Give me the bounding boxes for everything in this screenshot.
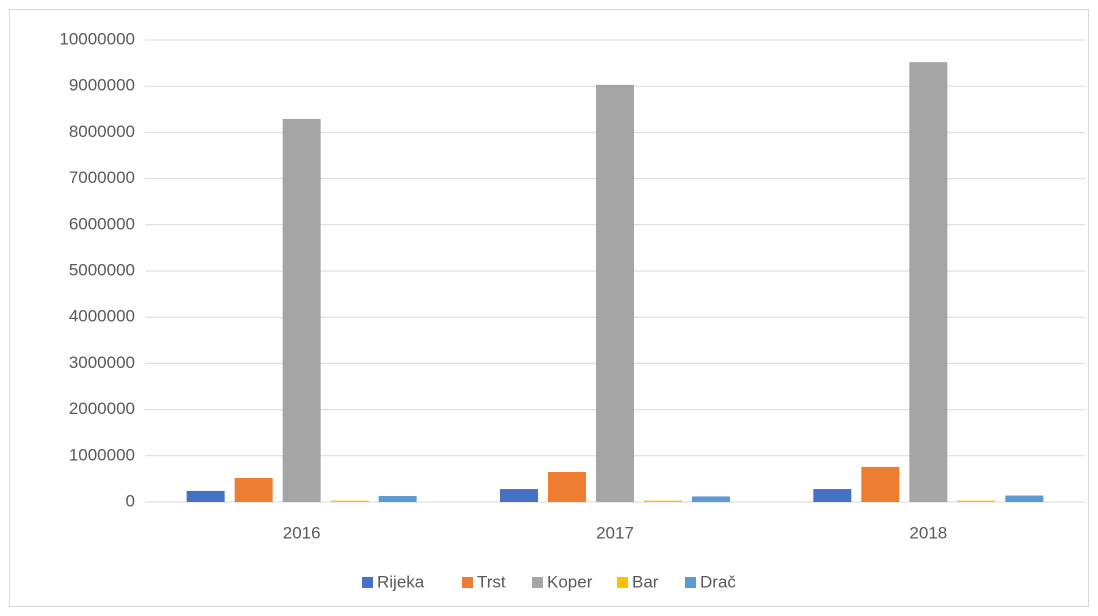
bar [692,496,730,502]
y-tick-label: 10000000 [59,29,135,48]
bar [282,119,321,502]
y-tick-label: 3000000 [69,353,135,372]
x-tick-label: 2016 [283,523,321,542]
x-tick-label: 2017 [596,523,634,542]
y-tick-label: 6000000 [69,214,135,233]
bar [596,84,634,503]
legend-label: Rijeka [377,572,425,591]
y-tick-label: 2000000 [69,399,135,418]
x-tick-label: 2018 [909,523,947,542]
y-tick-label: 4000000 [69,307,135,326]
legend-swatch [462,577,473,588]
y-tick-label: 1000000 [69,445,135,464]
legend-swatch [617,577,628,588]
legend-swatch [532,577,543,588]
bar [500,489,538,502]
bar [861,466,900,502]
legend-label: Koper [547,572,593,591]
y-tick-label: 0 [126,491,135,510]
legend-swatch [362,577,373,588]
legend-label: Trst [477,572,506,591]
legend-swatch [685,577,696,588]
bar [909,62,948,503]
bar [548,471,586,502]
bar [813,489,852,502]
y-tick-label: 8000000 [69,122,135,141]
y-tick-label: 7000000 [69,168,135,187]
bar [957,500,996,502]
bar [330,500,369,502]
bar [186,490,225,502]
bar [644,500,682,502]
bar [1005,495,1044,502]
legend-label: Bar [632,572,659,591]
bar [378,495,417,502]
legend-label: Drač [700,572,736,591]
y-tick-label: 5000000 [69,260,135,279]
y-tick-label: 9000000 [69,76,135,95]
bar [234,477,273,502]
chart-border [9,9,1089,607]
